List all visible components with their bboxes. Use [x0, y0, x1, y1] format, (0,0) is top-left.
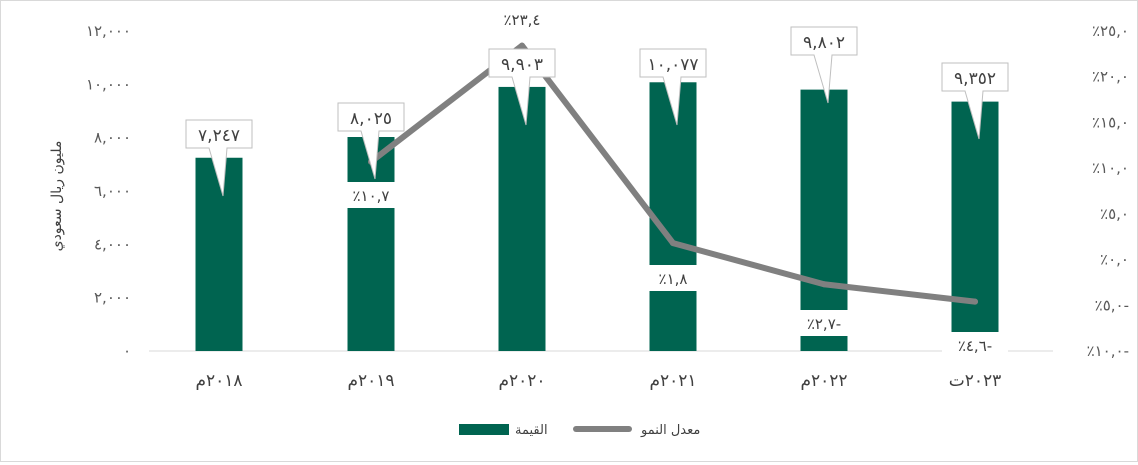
value-label: ٩,٩٠٣ [501, 55, 543, 75]
growth-label: ٪١٠,٧ [352, 187, 389, 205]
value-callout [790, 26, 858, 104]
value-callout [639, 48, 707, 126]
legend-layer: معدل النمو القيمة [459, 423, 700, 438]
bar [951, 101, 999, 351]
growth-label-box [640, 265, 706, 291]
bar [195, 157, 243, 351]
growth-label: ٪٢٣,٤ [503, 11, 540, 29]
growth-point [821, 281, 827, 288]
y-axis-title: مليون ريال سعودي [49, 141, 65, 252]
y-tick-label: ٠ [123, 342, 131, 360]
growth-label: ٪٢,٧- [807, 315, 841, 333]
bars-layer [195, 82, 999, 352]
y2-tick-label: ٪١٥,٠ [1092, 113, 1129, 131]
growth-label-box [338, 182, 404, 208]
bar [800, 89, 848, 351]
legend-label-growth: معدل النمو [640, 423, 700, 438]
growth-label: ٪١,٨ [659, 270, 688, 288]
value-label: ٩,٨٠٢ [803, 33, 845, 53]
y2-tick-label: ٪٥,٠- [1095, 296, 1129, 314]
x-tick-label: ٢٠٢٣ت [949, 371, 1002, 391]
y2-tick-label: ٪١٠,٠ [1092, 159, 1129, 177]
growth-label-box [791, 310, 857, 336]
y-tick-label: ٨,٠٠٠ [94, 129, 131, 147]
y-tick-label: ٢,٠٠٠ [94, 289, 131, 307]
y-tick-label: ١٠,٠٠٠ [86, 75, 131, 93]
x-tick-label: ٢٠٢١م [649, 371, 696, 391]
y2-tick-label: ٪١٠,٠- [1087, 342, 1129, 360]
value-label: ٨,٠٢٥ [350, 109, 392, 129]
legend-label-value: القيمة [515, 423, 548, 438]
growth-point [670, 240, 676, 247]
value-callout [488, 48, 556, 126]
y-tick-label: ١٢,٠٠٠ [86, 22, 131, 40]
y2-tick-label: ٪٥,٠ [1100, 205, 1129, 223]
value-label: ٧,٢٤٧ [198, 126, 240, 146]
y2-tick-label: ٪٢٥,٠ [1092, 22, 1129, 40]
axes-layer: ٠ ٢,٠٠٠ ٤,٠٠٠ ٦,٠٠٠ ٨,٠٠٠ ١٠,٠٠٠ ١٢,٠٠٠ ٪١٠,٠- ٪… [49, 22, 1129, 391]
labels-layer: ٪١٠,٧ ٪٢٣,٤ ٪١,٨ ٪٢,٧- ٪٤,٦- ٧,٢٤٧ ٨,٠٢٥ ٩,٩٠٣ ١… [185, 6, 1009, 358]
growth-label-box [489, 6, 555, 32]
growth-label-box [942, 332, 1008, 358]
growth-point [972, 298, 978, 305]
growth-label: ٪٤,٦- [958, 337, 992, 355]
value-callout [185, 119, 253, 197]
y-tick-label: ٤,٠٠٠ [94, 235, 131, 253]
legend-bar-swatch [459, 424, 509, 435]
y-tick-label: ٦,٠٠٠ [94, 182, 131, 200]
value-callout [337, 102, 405, 180]
bar [347, 137, 395, 351]
bar [649, 82, 697, 351]
value-callout [941, 62, 1009, 140]
y2-tick-label: ٪٢٠,٠ [1092, 68, 1129, 86]
x-tick-label: ٢٠٢٢م [800, 371, 847, 391]
value-label: ٩,٣٥٢ [954, 69, 996, 89]
x-tick-label: ٢٠١٨م [195, 371, 242, 391]
growth-point [519, 42, 525, 49]
y2-tick-label: ٪٠,٠ [1100, 251, 1129, 269]
x-tick-label: ٢٠٢٠م [498, 371, 545, 391]
bar [498, 86, 546, 352]
value-label: ١٠,٠٧٧ [647, 55, 698, 75]
x-tick-label: ٢٠١٩م [347, 371, 394, 391]
